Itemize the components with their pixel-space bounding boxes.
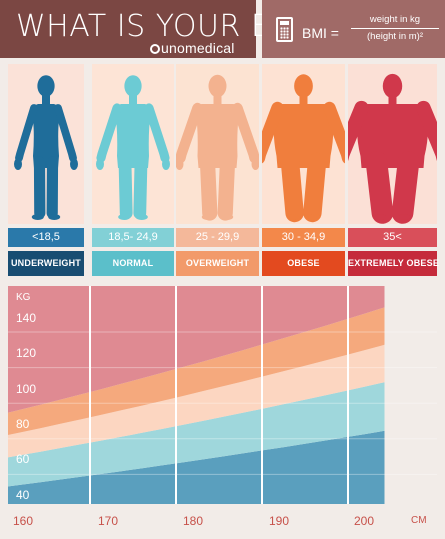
- brand-logo: unomedical: [150, 40, 235, 56]
- y-tick-40: 40: [16, 488, 30, 502]
- x-tick-160: 160: [13, 514, 34, 528]
- x-axis-label: CM: [411, 515, 427, 526]
- body-figure-obese-icon: [262, 74, 345, 223]
- formula-lhs: BMI =: [302, 25, 339, 41]
- body-figure-overweight-icon: [176, 74, 259, 221]
- formula-denominator: (height in m)²: [367, 31, 423, 42]
- body-figure-underweight-icon: [14, 75, 78, 220]
- bmi-zone-overweight: [0, 344, 385, 459]
- x-tick-170: 170: [98, 514, 119, 528]
- fraction-bar: [351, 28, 439, 29]
- x-tick-180: 180: [183, 514, 204, 528]
- chart-edge-left: [0, 286, 8, 504]
- bmi-label-overweight: OVERWEIGHT: [176, 251, 259, 276]
- y-tick-140: 140: [16, 311, 37, 325]
- body-figure-extremely-obese-icon: [348, 73, 437, 224]
- y-tick-60: 60: [16, 452, 30, 466]
- figure-cell-obese: [262, 64, 345, 224]
- y-tick-120: 120: [16, 346, 37, 360]
- bmi-zone-extremely-obese: [0, 286, 385, 415]
- formula-panel: BMI = weight in kg (height in m)²: [262, 0, 445, 58]
- y-tick-80: 80: [16, 417, 30, 431]
- y-tick-100: 100: [16, 382, 37, 396]
- bmi-zone-obese: [0, 307, 385, 437]
- bmi-range-normal: 18,5- 24,9: [92, 228, 174, 247]
- formula-fraction: weight in kg (height in m)²: [349, 14, 441, 43]
- figure-cell-extremely-obese: [348, 64, 437, 224]
- brand-name: unomedical: [161, 40, 235, 56]
- body-figure-normal-icon: [96, 75, 170, 220]
- figure-cell-overweight: [176, 64, 259, 224]
- bmi-label-normal: NORMAL: [92, 251, 174, 276]
- bmi-label-extremely-obese: EXTREMELY OBESE: [348, 251, 439, 276]
- x-tick-200: 200: [354, 514, 375, 528]
- bmi-zone-normal: [0, 382, 385, 488]
- bmi-range-extremely-obese: 35<: [348, 228, 437, 247]
- y-axis-label: KG: [16, 292, 31, 303]
- x-axis: 160 170 180 190 200 CM: [0, 504, 445, 539]
- figure-cell-underweight: [8, 64, 84, 224]
- chart-edge-right: [437, 286, 445, 504]
- bmi-range-underweight: <18,5: [8, 228, 84, 247]
- calculator-icon: [276, 17, 293, 42]
- height-weight-chart: [0, 286, 445, 504]
- brand-q-icon: [150, 44, 160, 54]
- formula-numerator: weight in kg: [369, 14, 421, 25]
- x-tick-190: 190: [269, 514, 290, 528]
- bmi-range-obese: 30 - 34,9: [262, 228, 345, 247]
- bmi-label-underweight: UNDERWEIGHT: [8, 251, 84, 276]
- figure-cell-normal: [92, 64, 174, 224]
- bmi-label-obese: OBESE: [262, 251, 345, 276]
- body-figures: [0, 64, 445, 224]
- bmi-range-overweight: 25 - 29,9: [176, 228, 259, 247]
- bmi-zone-underweight: [0, 430, 385, 504]
- header-title-panel: WHAT IS YOUR BMI? unomedical: [0, 0, 323, 58]
